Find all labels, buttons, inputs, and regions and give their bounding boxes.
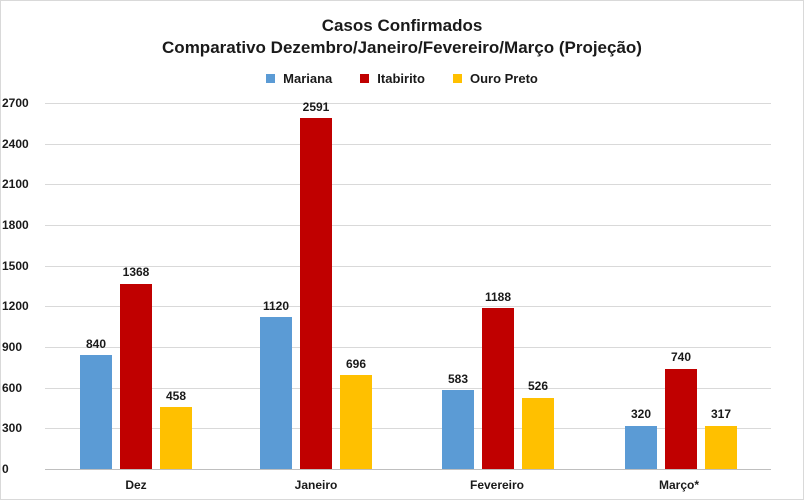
bar-marco-ouro-preto: [705, 426, 737, 469]
value-label-dez-itabirito: 1368: [122, 265, 150, 279]
plot-area: 840 1368 458 1120 2591 696 583 1188 526 …: [45, 100, 771, 470]
bar-janeiro-ouro-preto: [340, 374, 372, 469]
legend-swatch-ouro-preto: [452, 74, 462, 83]
gridline: [45, 347, 771, 348]
y-tick-0: 0: [2, 462, 9, 476]
bar-fevereiro-itabirito: [482, 308, 514, 469]
y-tick-300: 300: [2, 421, 23, 436]
legend-label-ouro-preto: Ouro Preto: [469, 71, 538, 86]
legend-item-ouro-preto: Ouro Preto: [452, 71, 538, 86]
y-tick-1200: 1200: [2, 299, 29, 314]
value-label-fevereiro-itabirito: 1188: [484, 290, 512, 304]
chart-subtitle: Comparativo Dezembro/Janeiro/Fevereiro/M…: [162, 38, 642, 57]
bar-fevereiro-ouro-preto: [522, 397, 554, 469]
legend-item-itabirito: Itabirito: [360, 71, 425, 86]
bar-dez-ouro-preto: [160, 406, 192, 469]
bar-fevereiro-mariana: [442, 390, 474, 469]
y-tick-2100: 2100: [2, 177, 29, 192]
bar-marco-mariana: [625, 425, 657, 469]
x-tick-janeiro: Janeiro: [294, 478, 338, 492]
legend-item-mariana: Mariana: [266, 71, 332, 86]
x-tick-fevereiro: Fevereiro: [469, 478, 525, 492]
value-label-janeiro-itabirito: 2591: [302, 100, 330, 114]
y-tick-1800: 1800: [2, 218, 29, 232]
value-label-marco-mariana: 320: [630, 407, 652, 421]
chart-title: Casos Confirmados: [321, 16, 483, 35]
gridline: [45, 225, 771, 226]
y-tick-600: 600: [2, 380, 23, 395]
value-label-fevereiro-ouro-preto: 526: [527, 379, 549, 393]
value-label-marco-ouro-preto: 317: [710, 407, 732, 421]
legend-swatch-itabirito: [360, 74, 370, 83]
gridline: [45, 103, 771, 104]
value-label-janeiro-mariana: 1120: [262, 299, 290, 313]
bar-janeiro-itabirito: [300, 117, 332, 469]
value-label-janeiro-ouro-preto: 696: [345, 357, 367, 371]
y-tick-900: 900: [2, 340, 23, 354]
gridline: [45, 143, 771, 145]
x-tick-dez: Dez: [125, 478, 147, 492]
bar-dez-itabirito: [120, 283, 152, 469]
x-axis-line: [45, 469, 771, 470]
bar-dez-mariana: [80, 355, 112, 469]
legend: Mariana Itabirito Ouro Preto: [0, 71, 804, 86]
x-tick-marco: Março*: [658, 478, 699, 492]
gridline: [45, 184, 771, 186]
gridline: [45, 387, 771, 389]
y-tick-1500: 1500: [2, 258, 29, 273]
gridline: [45, 265, 771, 267]
gridline: [45, 306, 771, 308]
value-label-dez-ouro-preto: 458: [165, 389, 187, 403]
value-label-dez-mariana: 840: [85, 337, 107, 351]
bar-janeiro-mariana: [260, 317, 292, 469]
legend-swatch-mariana: [266, 74, 276, 83]
value-label-marco-itabirito: 740: [670, 350, 692, 364]
legend-label-mariana: Mariana: [283, 71, 333, 86]
value-label-fevereiro-mariana: 583: [447, 372, 469, 386]
gridline: [45, 428, 771, 430]
y-tick-2400: 2400: [2, 136, 29, 151]
legend-label-itabirito: Itabirito: [377, 71, 425, 86]
bar-marco-itabirito: [665, 368, 697, 469]
y-tick-2700: 2700: [2, 96, 29, 110]
